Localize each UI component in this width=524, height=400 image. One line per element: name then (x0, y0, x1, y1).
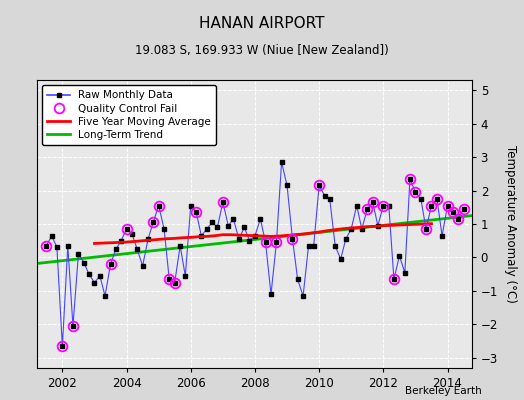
Text: Berkeley Earth: Berkeley Earth (406, 386, 482, 396)
Text: HANAN AIRPORT: HANAN AIRPORT (199, 16, 325, 31)
Legend: Raw Monthly Data, Quality Control Fail, Five Year Moving Average, Long-Term Tren: Raw Monthly Data, Quality Control Fail, … (42, 85, 216, 145)
Text: 19.083 S, 169.933 W (Niue [New Zealand]): 19.083 S, 169.933 W (Niue [New Zealand]) (135, 44, 389, 57)
Y-axis label: Temperature Anomaly (°C): Temperature Anomaly (°C) (505, 145, 517, 303)
